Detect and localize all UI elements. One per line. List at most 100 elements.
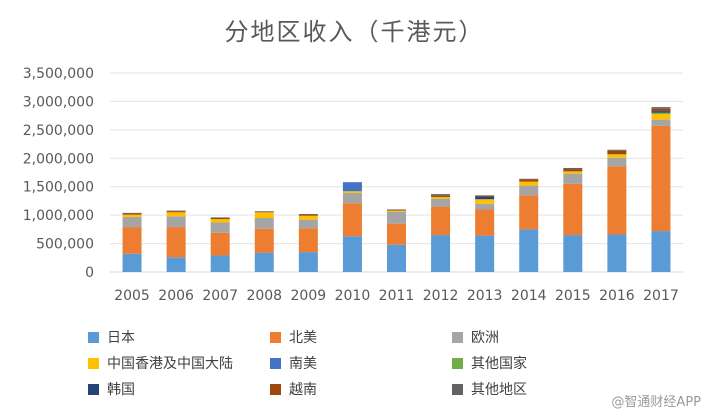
x-tick-label: 2012 — [423, 288, 459, 304]
legend-label: 日本 — [107, 330, 135, 346]
bar-segment — [475, 235, 495, 272]
bar-segment — [298, 214, 318, 216]
bar-segment — [387, 210, 406, 211]
bar-segment — [254, 228, 274, 253]
legend-swatch — [452, 357, 463, 369]
bar-segment — [298, 228, 318, 253]
bar-segment — [298, 252, 318, 272]
legend-item: 日本 — [88, 326, 135, 348]
legend-item: 欧洲 — [452, 326, 499, 348]
legend-item: 中国香港及中国大陆 — [88, 352, 233, 374]
legend-label: 欧洲 — [471, 330, 499, 346]
watermark: @智通财经APP — [611, 395, 701, 410]
bar-segment — [651, 108, 671, 112]
bar-segment — [431, 194, 451, 196]
bar-segment — [607, 166, 627, 235]
bar-segment — [254, 212, 274, 218]
bar-segment — [254, 211, 274, 212]
legend-item: 南美 — [270, 352, 317, 374]
bar-segment — [475, 195, 495, 196]
bar-segment — [651, 111, 671, 113]
bar-segment — [254, 252, 274, 272]
chart-legend: 日本 北美 欧洲中国香港及中国大陆 南美 其他国家韩国 越南 其他地区 — [88, 326, 688, 406]
bar-segment — [475, 195, 495, 197]
bar-segment — [210, 217, 230, 220]
legend-swatch — [88, 383, 99, 395]
bar-segment — [519, 178, 539, 180]
bar-segment — [563, 183, 583, 236]
bar-segment — [431, 196, 451, 199]
y-tick-label: 1,500,000 — [23, 180, 94, 196]
x-tick-label: 2014 — [511, 288, 547, 304]
legend-item: 越南 — [270, 378, 317, 400]
legend-label: 南美 — [289, 356, 317, 372]
bar-segment — [210, 217, 230, 218]
bar-segment — [254, 217, 274, 229]
bar-segment — [298, 214, 318, 215]
bar-segment — [651, 112, 671, 114]
bar-segment — [563, 169, 583, 172]
x-tick-label: 2016 — [599, 288, 635, 304]
legend-item: 其他国家 — [452, 352, 527, 374]
y-tick-label: 2,500,000 — [23, 123, 94, 139]
bar-segment — [122, 216, 142, 228]
y-tick-label: 3,000,000 — [23, 94, 94, 110]
bar-segment — [166, 257, 186, 272]
bar-segment — [519, 185, 539, 196]
bar-segment — [651, 107, 671, 109]
bar-segment — [166, 212, 186, 217]
legend-item: 韩国 — [88, 378, 135, 400]
bar-segment — [475, 196, 495, 200]
y-tick-label: 3,500,000 — [23, 66, 94, 82]
bar-segment — [431, 195, 451, 197]
legend-item: 其他地区 — [452, 378, 527, 400]
bar-segment — [387, 209, 406, 211]
legend-label: 中国香港及中国大陆 — [107, 356, 233, 372]
bar-segment — [210, 232, 230, 256]
y-tick-label: 2,000,000 — [23, 151, 94, 167]
legend-swatch — [452, 331, 463, 343]
bar-segment — [651, 119, 671, 126]
x-tick-label: 2015 — [555, 288, 591, 304]
x-tick-label: 2017 — [643, 288, 679, 304]
legend-swatch — [88, 331, 99, 343]
bar-segment — [122, 227, 142, 254]
x-tick-label: 2011 — [379, 288, 415, 304]
x-tick-label: 2009 — [291, 288, 327, 304]
x-tick-label: 2010 — [335, 288, 371, 304]
bar-segment — [651, 125, 671, 232]
bar-segment — [342, 191, 362, 193]
bar-segment — [387, 210, 406, 212]
bar-segment — [210, 222, 230, 233]
bar-segment — [607, 234, 627, 272]
y-tick-label: 500,000 — [36, 237, 94, 253]
x-tick-label: 2006 — [158, 288, 194, 304]
bar-segment — [342, 203, 362, 237]
legend-label: 韩国 — [107, 382, 135, 398]
bar-segment — [122, 213, 142, 215]
bar-segment — [431, 198, 451, 207]
bar-segment — [607, 149, 627, 151]
legend-label: 其他国家 — [471, 356, 527, 372]
bar-segment — [607, 154, 627, 158]
bar-segment — [563, 173, 583, 184]
legend-label: 北美 — [289, 330, 317, 346]
bar-segment — [210, 255, 230, 272]
bar-segment — [563, 171, 583, 174]
bar-segment — [651, 113, 671, 120]
bar-segment — [519, 181, 539, 186]
legend-swatch — [88, 357, 99, 369]
bar-segment — [651, 231, 671, 272]
bar-segment — [122, 253, 142, 272]
legend-label: 其他地区 — [471, 382, 527, 398]
chart-title: 分地区收入（千港元） — [224, 18, 485, 46]
bar-segment — [166, 211, 186, 213]
bar-segment — [475, 199, 495, 204]
legend-label: 越南 — [289, 382, 317, 398]
bar-segment — [342, 182, 362, 192]
bar-segment — [122, 212, 142, 214]
bar-segment — [431, 235, 451, 272]
bar-segment — [298, 219, 318, 229]
legend-swatch — [270, 357, 281, 369]
